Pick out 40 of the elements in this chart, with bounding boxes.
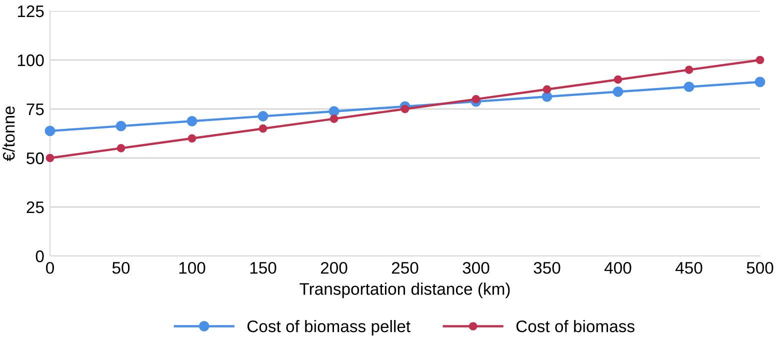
x-tick-label: 400 [604, 262, 632, 274]
point [258, 111, 268, 122]
y-tick-label: 75 [26, 104, 44, 116]
legend-label: Cost of biomass [516, 320, 634, 332]
point [44, 126, 56, 136]
x-tick-label: 350 [534, 262, 560, 274]
point [258, 124, 268, 133]
point [186, 116, 198, 126]
x-tick-label: 450 [675, 262, 702, 274]
point [684, 82, 694, 92]
x-tick-label: 50 [112, 262, 130, 274]
x-axis-title: Transportation distance (km) [300, 282, 510, 298]
point [116, 120, 126, 132]
point [756, 56, 764, 64]
point [188, 134, 196, 143]
y-tick-label: 100 [18, 54, 44, 66]
point [46, 154, 54, 162]
point [400, 104, 410, 114]
point [116, 144, 126, 152]
x-tick-label: 0 [46, 262, 54, 274]
x-tick-label: 100 [179, 262, 206, 274]
point [754, 76, 766, 88]
x-tick-label: 300 [462, 262, 490, 274]
point [614, 75, 622, 84]
point [472, 95, 480, 104]
point [684, 66, 694, 74]
legend-label: Cost of biomass pellet [247, 320, 410, 336]
y-axis-title: €/tonne [2, 106, 15, 162]
point [328, 106, 340, 117]
x-tick-label: 250 [392, 262, 418, 274]
x-tick-label: 200 [320, 262, 348, 274]
x-tick-label: 500 [746, 262, 774, 274]
y-tick-label: 0 [36, 250, 44, 262]
y-tick-label: 25 [26, 201, 44, 214]
point [612, 86, 624, 97]
point [330, 114, 338, 123]
point [542, 85, 552, 94]
x-tick-label: 150 [250, 262, 276, 274]
y-tick-label: 50 [26, 152, 44, 164]
y-tick-label: 125 [18, 5, 44, 18]
